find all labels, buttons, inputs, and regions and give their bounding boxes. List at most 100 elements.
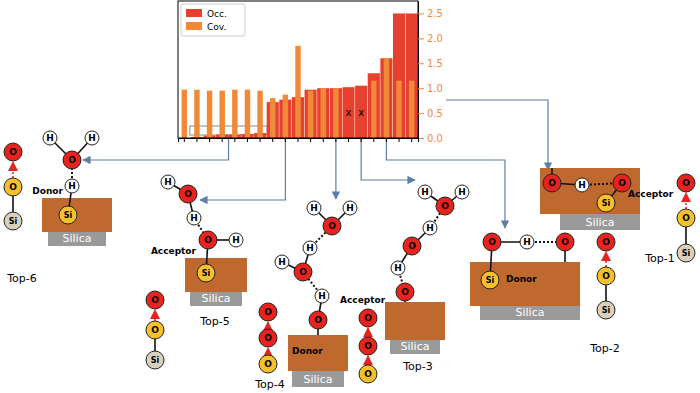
atom (359, 337, 377, 355)
atom (199, 231, 217, 249)
tick-label: 2.5 (427, 8, 443, 19)
atom-label: Si (9, 217, 18, 226)
atom (146, 321, 164, 339)
atom (418, 185, 432, 199)
atom-label: Si (202, 269, 211, 278)
atom (259, 303, 277, 321)
bar (317, 88, 329, 138)
silica-base (190, 290, 242, 306)
bar (321, 88, 326, 138)
atom (4, 143, 22, 161)
panel: SilicaOHOSiOOSiAcceptorTop-1 (540, 168, 695, 265)
role-label: Acceptor (628, 189, 674, 199)
bar (257, 91, 262, 138)
y-tick: 0.0 (418, 133, 443, 144)
x-tick (310, 138, 311, 142)
tick-label: 0.5 (427, 108, 443, 119)
atom (259, 355, 277, 373)
atom (556, 233, 574, 251)
tick-mark (418, 13, 424, 14)
diagram: SilicaOHOSiOOSiAcceptorTop-1SilicaOHOSiO… (4, 100, 695, 391)
bar (396, 81, 401, 138)
atom-label: H (346, 203, 354, 213)
atom (597, 233, 615, 251)
x-axis (179, 138, 419, 142)
tick-mark (418, 113, 424, 114)
chain-arrow (267, 322, 269, 329)
tick-mark (335, 138, 336, 142)
atom-label: O (602, 237, 610, 247)
atom-label: O (561, 237, 569, 247)
atom (179, 185, 197, 203)
x-tick (411, 138, 412, 142)
chain-arrow (154, 310, 156, 321)
bar (406, 13, 418, 138)
tick-mark (196, 138, 197, 142)
atom (315, 289, 329, 303)
y-tick: 2.0 (418, 33, 443, 44)
connector (335, 138, 336, 199)
atom-label: H (426, 223, 434, 233)
atom (359, 309, 377, 327)
atom-label: O (184, 189, 192, 199)
atom-label: H (318, 291, 326, 301)
atom (677, 174, 695, 192)
tick-mark (209, 138, 210, 142)
tick-mark (310, 138, 311, 142)
atom-label: O (151, 295, 159, 305)
panel: SilicaSiOHHOHOOSiAcceptorTop-5 (146, 175, 247, 369)
atom-label: Si (486, 276, 495, 285)
x-tick (386, 138, 387, 142)
tick-mark (411, 138, 412, 142)
atom (65, 179, 79, 193)
atom (161, 175, 175, 189)
tick-mark (361, 138, 362, 142)
annotation: x (358, 107, 364, 118)
atom-label: O (204, 235, 212, 245)
tick-mark (285, 138, 286, 142)
x-tick (323, 138, 324, 142)
atom (309, 311, 327, 329)
silica-base (48, 230, 106, 246)
atom (275, 255, 289, 269)
tick-mark (348, 138, 349, 142)
substrate (540, 168, 640, 214)
legend-swatch (186, 22, 202, 30)
axis-line (179, 139, 419, 143)
tick-label: 1.0 (427, 83, 443, 94)
atom-label: O (328, 221, 336, 231)
atom (187, 211, 201, 225)
bar (295, 46, 300, 138)
x-tick (399, 138, 400, 142)
atom (597, 301, 615, 319)
x-tick (222, 138, 223, 142)
substrate (42, 198, 112, 232)
figure: SilicaOHOSiOOSiAcceptorTop-1SilicaOHOSiO… (0, 0, 700, 393)
connector (200, 138, 285, 200)
annotation: x (346, 107, 352, 118)
silica-base (480, 304, 580, 320)
atom (677, 244, 695, 262)
atom-label: H (578, 180, 586, 190)
tick-label: 2.0 (427, 33, 443, 44)
bar (384, 58, 389, 138)
chain-arrow (605, 252, 607, 267)
x-tick (272, 138, 273, 142)
bar (380, 58, 392, 138)
atom (575, 178, 589, 192)
legend-label: Cov. (207, 22, 226, 32)
atom (359, 365, 377, 383)
atom-label: H (523, 237, 531, 247)
atom (323, 217, 341, 235)
substrate-label: Silica (202, 292, 231, 305)
atom-label: H (421, 187, 429, 197)
atom-label: O (441, 201, 449, 211)
panel-title: Top-5 (199, 315, 230, 328)
atom (396, 283, 414, 301)
atom (543, 174, 561, 192)
tick-mark (418, 38, 424, 39)
atom (597, 194, 615, 212)
tick-mark (386, 138, 387, 142)
atom (146, 291, 164, 309)
atom (197, 264, 215, 282)
